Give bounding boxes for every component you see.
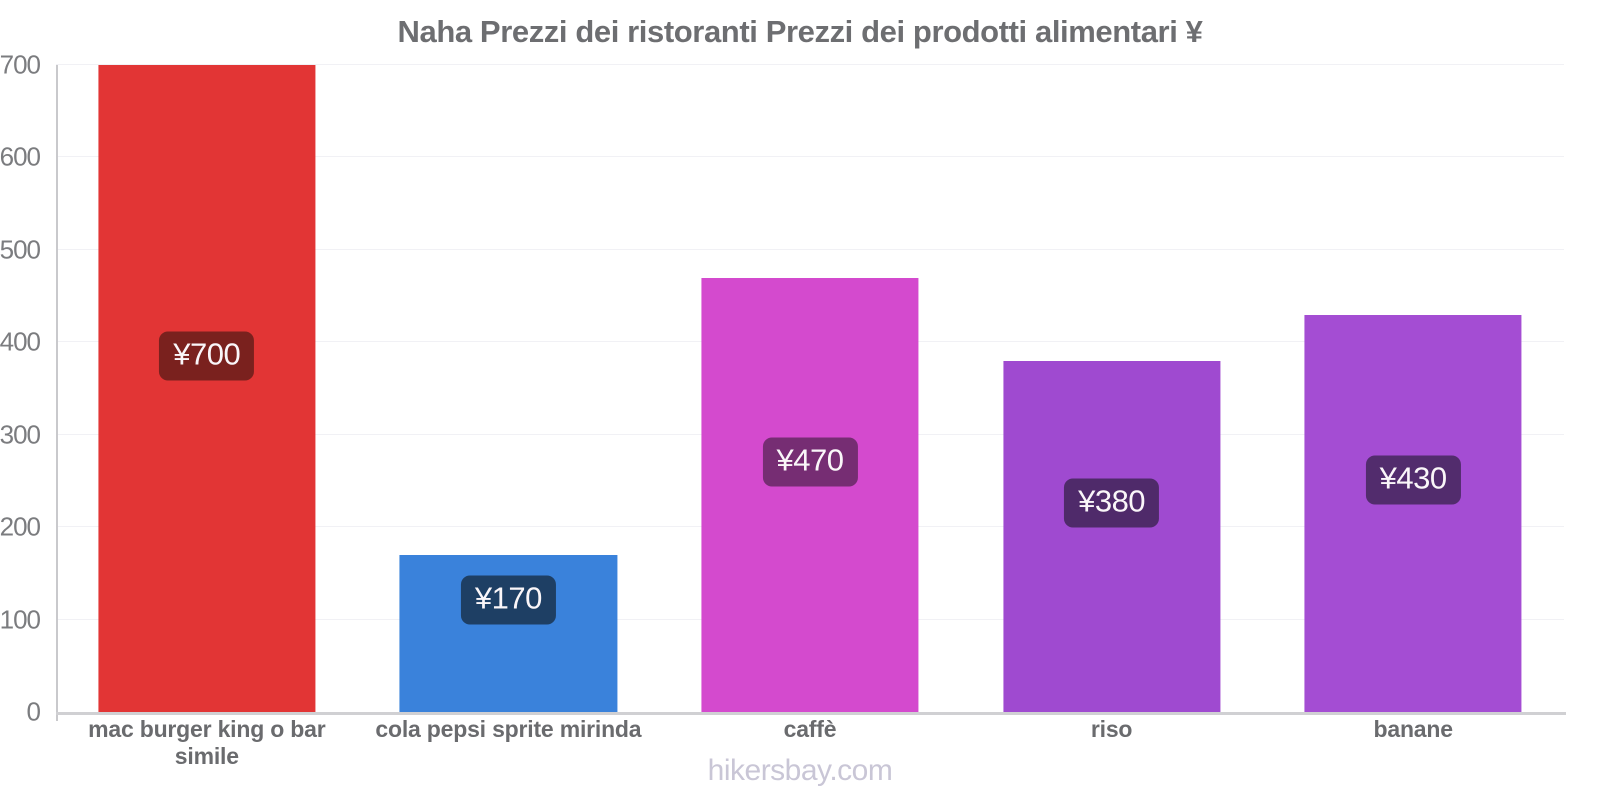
y-tick-label: 500 [0,234,41,265]
bars-row: ¥700 ¥170 ¥470 ¥380 ¥430 [56,65,1564,712]
y-axis-line [56,65,58,721]
chart-title: Naha Prezzi dei ristoranti Prezzi dei pr… [397,14,1203,49]
bar-value-badge: ¥470 [762,437,858,487]
bar-column: ¥430 [1262,65,1564,712]
gridline [56,64,1564,65]
gridline [56,248,1564,250]
x-axis-baseline [56,712,1566,715]
x-category-label: caffè [783,716,837,742]
x-axis-labels: mac burger king o bar simile cola pepsi s… [56,716,1564,770]
y-tick-label: 100 [0,604,41,635]
y-axis-labels: 0 100 200 300 400 500 600 700 [0,50,46,727]
y-tick-label: 600 [0,141,41,172]
bar-value-badge: ¥430 [1365,455,1461,505]
y-tick-label: 300 [0,419,41,450]
gridline [56,156,1564,158]
bar: ¥470 [701,277,919,712]
y-tick-label: 200 [0,511,41,542]
y-tick-label: 0 [26,696,42,727]
bar-column: ¥470 [659,65,961,712]
y-tick-label: 400 [0,326,41,357]
bar-column: ¥700 [56,65,358,712]
bar-value-badge: ¥700 [159,331,255,380]
y-tick-label: 700 [0,49,41,80]
bar-column: ¥170 [358,65,660,712]
watermark: hikersbay.com [707,754,893,787]
bar-value-badge: ¥170 [460,575,556,625]
bar-column: ¥380 [961,65,1263,712]
bar: ¥430 [1304,314,1522,712]
bar: ¥170 [399,554,617,712]
bar-value-badge: ¥380 [1064,478,1160,528]
x-category-label: mac burger king o bar simile [88,716,326,769]
bar: ¥380 [1003,360,1221,712]
x-category-label: banane [1373,716,1454,742]
x-category-label: cola pepsi sprite mirinda [375,716,642,742]
plot-area: ¥700 ¥170 ¥470 ¥380 ¥430 [56,64,1566,721]
bar: ¥700 [98,65,316,712]
x-category-label: riso [1090,716,1133,742]
